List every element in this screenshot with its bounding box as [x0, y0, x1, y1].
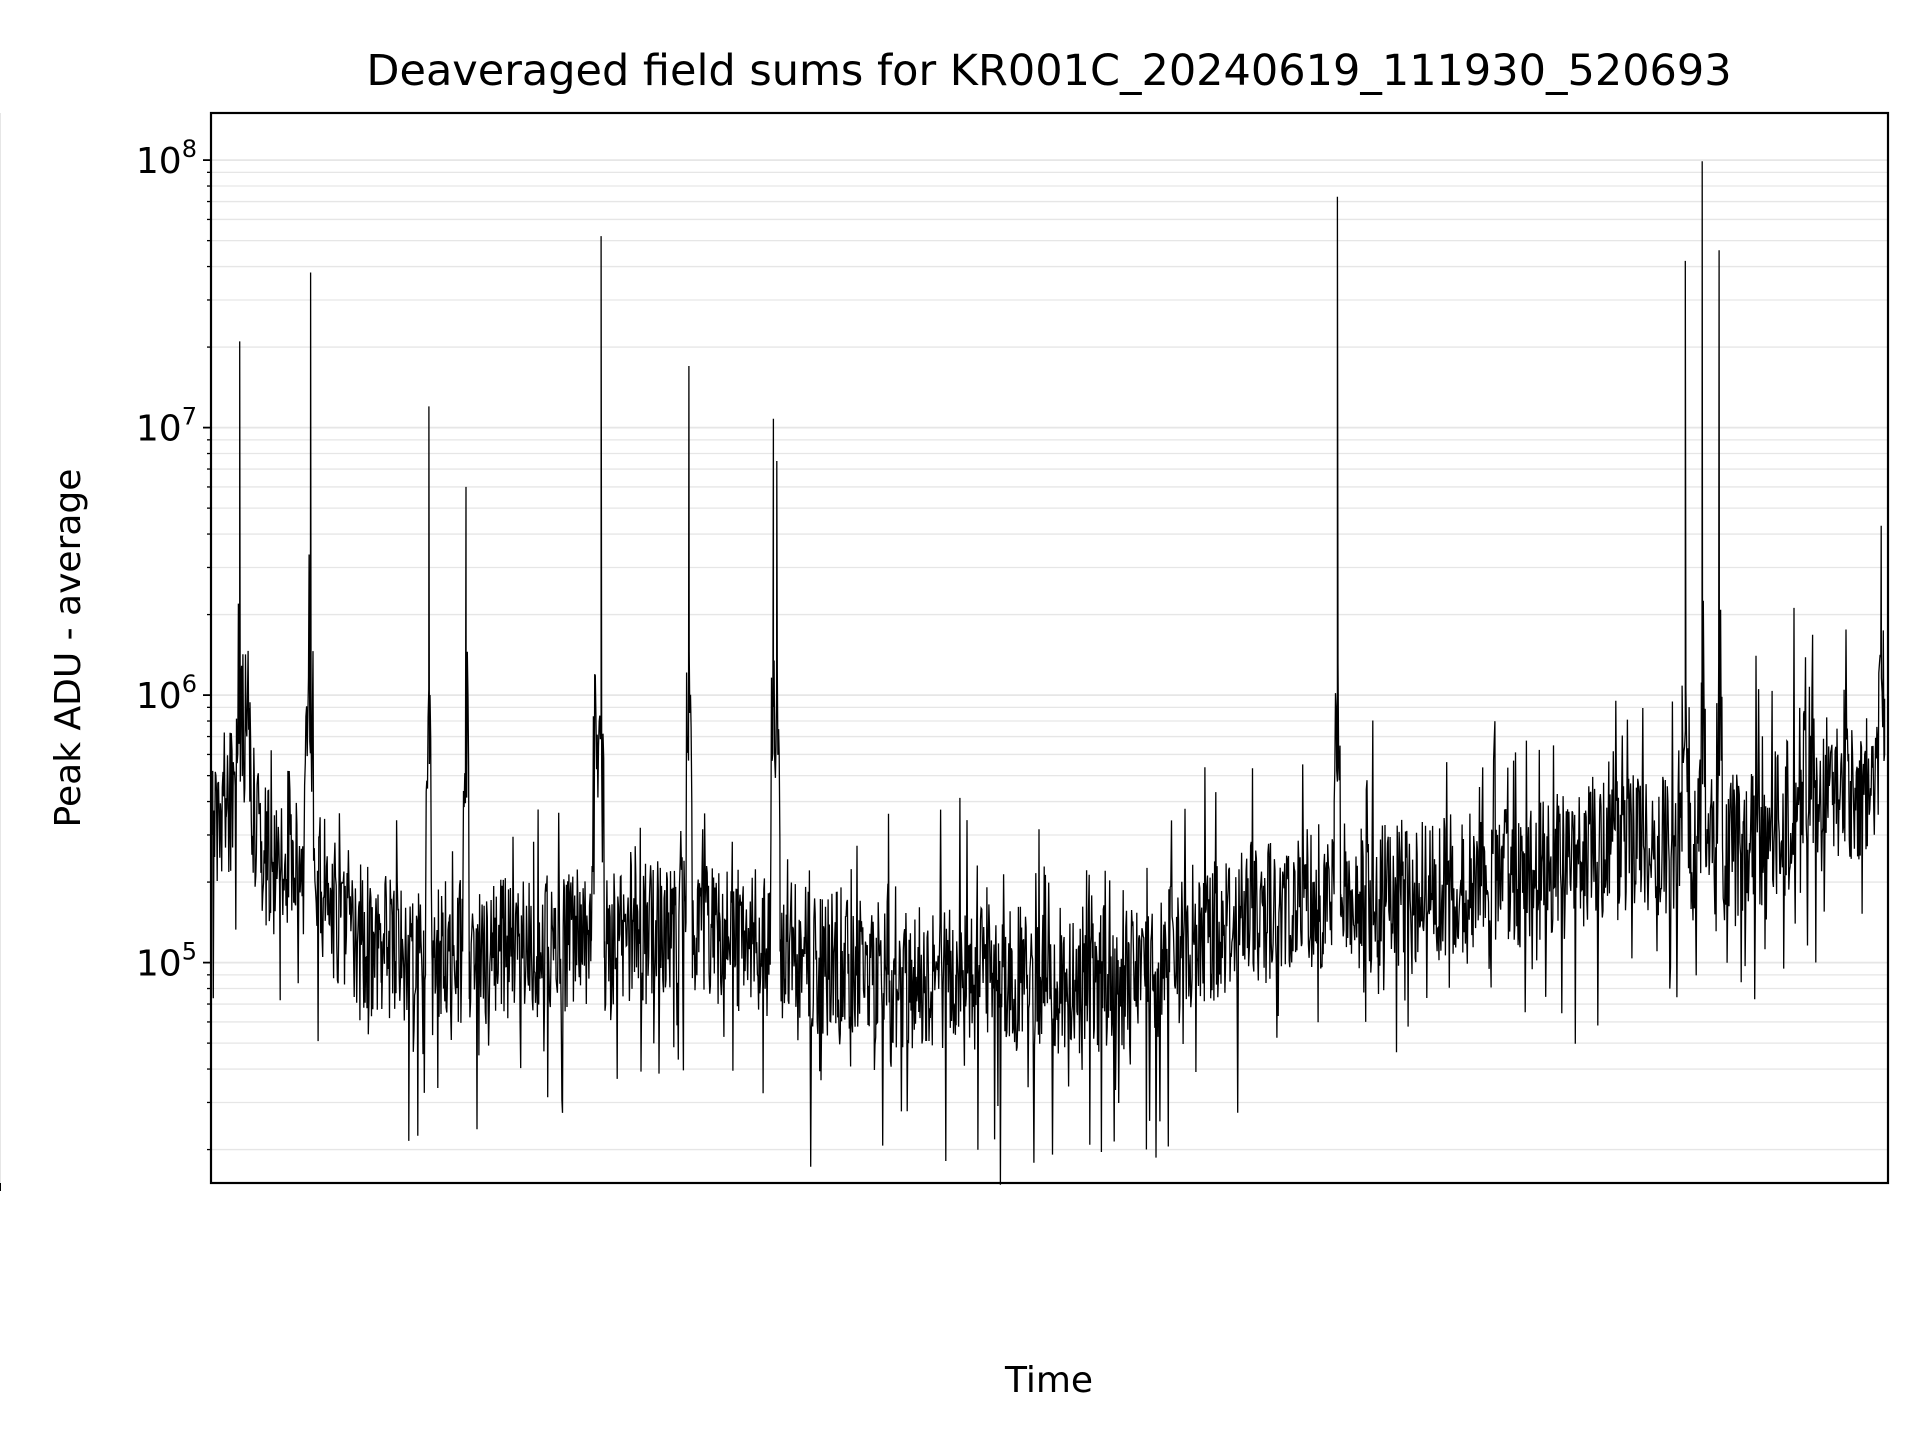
grid: [0, 113, 1888, 1183]
chart-title: Deaveraged field sums for KR001C_2024061…: [366, 46, 1731, 96]
series-layer: [212, 161, 1886, 1185]
x-axis-label: Time: [1004, 1360, 1093, 1401]
y-axis-label: Peak ADU - average: [48, 469, 89, 828]
plot-frame: [209, 111, 1890, 1185]
series-line: [212, 161, 1886, 1185]
y-tick-label: 105: [136, 938, 197, 985]
ticks: 10510610710806-19 1206-19 1306-19 1406-1…: [0, 135, 211, 1191]
